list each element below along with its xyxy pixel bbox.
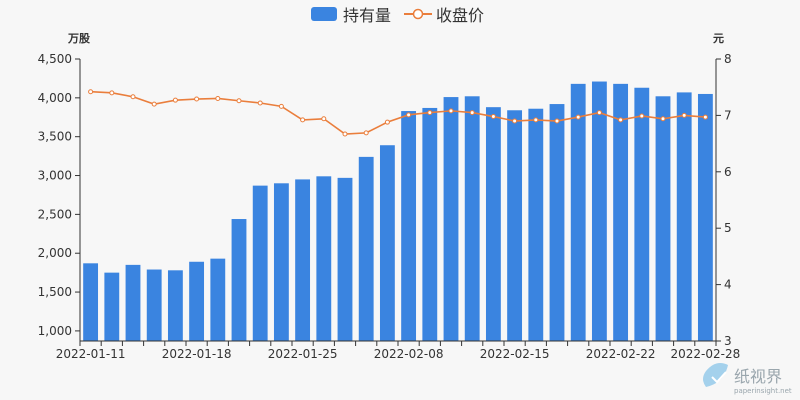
close-price-point-2022-01-19 — [215, 95, 221, 101]
x-tick-label: 2022-01-25 — [268, 347, 338, 361]
close-price-point-2022-01-18 — [194, 96, 200, 102]
bar-2022-01-24 — [273, 183, 289, 341]
right-tick-label: 7 — [724, 108, 732, 122]
legend-line-marker — [412, 8, 424, 20]
right-tick-label: 4 — [724, 278, 732, 292]
close-price-point-2022-01-20 — [236, 98, 242, 104]
bar-2022-01-20 — [231, 219, 247, 341]
line-layer — [88, 89, 708, 137]
x-tick-label: 2022-02-15 — [480, 347, 550, 361]
bar-2022-01-21 — [252, 185, 268, 341]
bar-2022-02-08 — [401, 111, 417, 341]
watermark-logo-icon — [703, 363, 728, 387]
close-price-point-2022-01-12 — [109, 90, 115, 96]
close-price-point-2022-02-11 — [469, 110, 475, 116]
close-price-point-2022-01-25 — [300, 117, 306, 123]
bar-2022-02-22 — [613, 83, 629, 342]
bar-2022-01-18 — [189, 261, 205, 341]
left-tick-label: 4,000 — [38, 91, 72, 105]
close-price-point-2022-01-21 — [257, 100, 263, 106]
close-price-point-2022-02-21 — [596, 110, 602, 116]
close-price-point-2022-01-28 — [363, 130, 369, 136]
right-tick-label: 6 — [724, 165, 732, 179]
watermark: 纸视界 paperinsight.net — [703, 363, 792, 395]
bar-2022-02-09 — [422, 107, 438, 341]
close-price-point-2022-02-24 — [660, 116, 666, 122]
left-axis-unit: 万股 — [67, 32, 91, 45]
close-price-point-2022-02-14 — [490, 114, 496, 120]
bar-2022-01-26 — [316, 176, 332, 341]
bar-2022-02-18 — [570, 83, 586, 342]
bar-2022-01-11 — [83, 263, 99, 341]
bar-2022-02-17 — [549, 104, 565, 341]
x-tick-label: 2022-01-11 — [56, 347, 126, 361]
close-price-point-2022-02-17 — [554, 118, 560, 124]
bar-2022-01-12 — [104, 272, 120, 341]
close-price-point-2022-02-08 — [406, 112, 412, 118]
bar-2022-02-28 — [697, 93, 713, 342]
close-price-point-2022-02-07 — [384, 119, 390, 125]
watermark-check-icon — [711, 371, 727, 384]
close-price-point-2022-01-11 — [88, 89, 94, 95]
axes-layer: 1,000 1,500 2,000 2,500 3,000 3,500 4,000 4,500… — [38, 52, 741, 361]
bar-2022-02-16 — [528, 108, 544, 341]
bar-2022-02-15 — [507, 110, 523, 342]
left-tick-label: 2,500 — [38, 207, 72, 221]
left-tick-label: 1,000 — [38, 324, 72, 338]
x-tick-label: 2022-02-22 — [586, 347, 656, 361]
close-price-point-2022-02-10 — [448, 108, 454, 114]
bar-2022-02-25 — [676, 92, 692, 342]
legend: 持有量 收盘价 — [311, 6, 484, 25]
bar-2022-02-21 — [591, 81, 607, 341]
close-price-point-2022-02-18 — [575, 114, 581, 120]
bar-2022-02-10 — [443, 97, 459, 341]
close-price-point-2022-02-25 — [681, 112, 687, 118]
legend-label-close: 收盘价 — [436, 6, 484, 25]
bars-layer — [83, 81, 713, 342]
bar-2022-02-23 — [634, 87, 650, 342]
bar-2022-02-14 — [485, 107, 501, 341]
right-tick-label: 8 — [724, 52, 732, 66]
bar-2022-01-27 — [337, 177, 353, 341]
close-price-point-2022-01-24 — [278, 103, 284, 109]
watermark-text: 纸视界 — [734, 367, 782, 386]
left-tick-label: 4,500 — [38, 52, 72, 66]
x-tick-label: 2022-01-18 — [162, 347, 232, 361]
watermark-subtext: paperinsight.net — [734, 387, 792, 395]
close-price-point-2022-01-17 — [172, 97, 178, 103]
bar-2022-01-19 — [210, 258, 226, 341]
close-price-point-2022-01-13 — [130, 94, 136, 100]
close-price-point-2022-02-23 — [639, 113, 645, 119]
left-tick-label: 3,500 — [38, 130, 72, 144]
x-tick-label: 2022-02-08 — [374, 347, 444, 361]
left-tick-label: 1,500 — [38, 285, 72, 299]
legend-label-holding: 持有量 — [343, 6, 391, 25]
close-price-line — [90, 90, 706, 135]
bar-2022-01-14 — [146, 269, 162, 341]
close-price-point-2022-02-28 — [702, 114, 708, 120]
close-price-point-2022-01-27 — [342, 131, 348, 137]
x-tick-label: 2022-02-28 — [671, 347, 741, 361]
bar-2022-02-24 — [655, 96, 671, 341]
bar-2022-01-25 — [295, 179, 311, 341]
close-price-point-2022-01-14 — [151, 101, 157, 107]
right-tick-label: 3 — [724, 334, 732, 348]
close-price-point-2022-02-16 — [533, 117, 539, 123]
bar-2022-02-11 — [464, 96, 480, 341]
close-price-point-2022-02-15 — [512, 118, 518, 124]
bar-2022-01-28 — [358, 156, 374, 341]
legend-bar-swatch — [311, 7, 337, 21]
close-price-point-2022-02-22 — [618, 117, 624, 123]
bar-2022-01-13 — [125, 264, 141, 341]
close-price-point-2022-02-09 — [427, 110, 433, 116]
left-tick-label: 2,000 — [38, 246, 72, 260]
right-axis-unit: 元 — [713, 32, 724, 45]
close-price-point-2022-01-26 — [321, 116, 327, 122]
bar-2022-01-17 — [167, 270, 183, 341]
right-tick-label: 5 — [724, 221, 732, 235]
left-tick-label: 3,000 — [38, 169, 72, 183]
bar-2022-02-07 — [379, 145, 395, 341]
